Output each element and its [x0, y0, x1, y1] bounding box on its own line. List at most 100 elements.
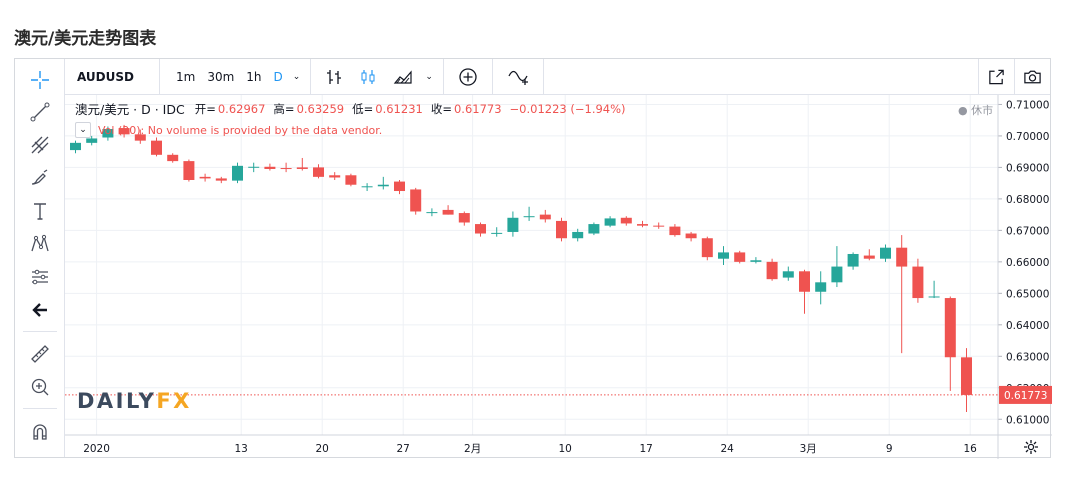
sidebar-divider: [23, 331, 57, 332]
brush-icon[interactable]: [15, 163, 65, 193]
x-tick-label: 9: [886, 443, 893, 455]
candle-body: [766, 261, 778, 280]
last-price-label-bg: [999, 385, 1052, 404]
legend-open-label: 开=: [194, 101, 216, 116]
zoom-in-icon[interactable]: [15, 372, 65, 402]
candle-body: [215, 178, 227, 181]
fullscreen-icon[interactable]: [978, 59, 1014, 94]
chevron-down-icon[interactable]: ⌄: [425, 71, 433, 82]
camera-icon[interactable]: [1014, 59, 1050, 94]
candle-body: [750, 260, 762, 262]
candle-body: [863, 255, 875, 259]
legend-low: 0.61231: [375, 101, 423, 116]
candle-body: [313, 167, 324, 177]
interval-1h[interactable]: 1h: [246, 69, 262, 84]
candle-body: [944, 298, 956, 358]
candle-body: [669, 226, 681, 236]
y-tick-label: 0.63000: [1006, 351, 1049, 363]
bar-type-icon[interactable]: [317, 59, 351, 94]
candle-body: [782, 271, 794, 278]
gear-icon[interactable]: [1012, 437, 1050, 457]
candle-body: [718, 252, 729, 259]
candle-body: [539, 214, 551, 220]
legend-close: 0.61773: [453, 101, 502, 116]
candle-body: [831, 266, 843, 283]
candle-body: [280, 168, 292, 170]
chart-canvas[interactable]: 0.71000 0.70000 0.69000 0.68000 0.67000 0.660…: [15, 59, 1052, 459]
y-tick-label: 0.64000: [1006, 320, 1049, 332]
candle-body: [961, 357, 972, 395]
candle-body: [912, 266, 924, 299]
crosshair-icon[interactable]: [15, 65, 65, 95]
ruler-icon[interactable]: [15, 339, 65, 369]
chart-widget: 0.71000 0.70000 0.69000 0.68000 0.67000 0.660…: [14, 58, 1052, 459]
candle-body: [183, 161, 195, 180]
candle-body: [734, 252, 746, 262]
y-tick-label: 0.66000: [1006, 257, 1049, 269]
legend-low-label: 低=: [352, 101, 374, 116]
candle-body: [556, 220, 567, 239]
candle-body: [604, 218, 616, 226]
candle-body: [896, 247, 908, 267]
candle-body: [199, 176, 211, 179]
page-title: 澳元/美元走势图表: [14, 29, 157, 49]
sidebar-divider: [23, 408, 57, 409]
candle-body: [523, 216, 535, 218]
candle-body: [232, 165, 243, 181]
toolbar-divider: [491, 59, 493, 94]
y-tick-label: 0.70000: [1006, 131, 1049, 143]
drawing-toolbar: [15, 59, 65, 457]
candle-body: [167, 154, 179, 162]
trendline-icon[interactable]: [15, 97, 65, 127]
candle-body: [151, 140, 162, 155]
candle-body: [296, 167, 308, 169]
candle-body: [394, 181, 405, 192]
candle-body: [880, 247, 891, 259]
candle-body: [701, 238, 713, 258]
candle-body: [442, 209, 454, 215]
market-status: ● 休市: [958, 104, 994, 117]
x-tick-label: 20: [316, 443, 329, 455]
interval-1m[interactable]: 1m: [176, 69, 196, 84]
y-tick-label: 0.61000: [1006, 414, 1049, 426]
candles-icon[interactable]: [351, 59, 385, 94]
measure-lines-icon[interactable]: [15, 262, 65, 292]
back-arrow-icon[interactable]: [15, 295, 65, 325]
candle-body: [426, 212, 438, 214]
candle-body: [134, 134, 146, 141]
x-tick-label: 24: [721, 443, 735, 455]
magnet-icon[interactable]: [15, 417, 65, 447]
volume-note: Vol (20): No volume is provided by the d…: [98, 123, 383, 137]
chevron-down-icon[interactable]: ⌄: [75, 122, 91, 138]
compare-icon[interactable]: [499, 59, 537, 94]
candle-body: [507, 217, 519, 232]
chart-toolbar: AUDUSD 1m 30m 1h D ⌄ ⌄: [65, 59, 1050, 95]
interval-30m[interactable]: 30m: [207, 69, 235, 84]
add-circle-icon[interactable]: [450, 59, 486, 94]
y-tick-label: 0.71000: [1006, 99, 1049, 111]
toolbar-divider: [542, 59, 544, 94]
candle-body: [345, 175, 357, 185]
x-tick-label: 2020: [83, 443, 110, 455]
x-tick-label: 10: [559, 443, 572, 455]
candle-body: [475, 224, 486, 234]
candle-body: [118, 128, 130, 135]
volume-legend: ⌄ Vol (20): No volume is provided by the…: [75, 122, 382, 138]
candle-body: [70, 142, 81, 151]
chevron-down-icon[interactable]: ⌄: [292, 71, 301, 82]
text-icon[interactable]: [15, 196, 65, 226]
interval-d[interactable]: D: [273, 69, 283, 84]
candle-body: [815, 282, 827, 292]
toolbar-divider: [310, 59, 312, 94]
pattern-icon[interactable]: [15, 229, 65, 259]
candle-body: [458, 213, 470, 223]
x-tick-label: 2月: [464, 443, 481, 455]
area-icon[interactable]: [385, 59, 421, 94]
dailyfx-logo: DAILYFX: [77, 389, 192, 413]
candle-body: [264, 166, 276, 169]
pitchfork-icon[interactable]: [15, 130, 65, 160]
symbol-search[interactable]: AUDUSD: [65, 59, 160, 94]
candle-body: [572, 231, 584, 239]
legend-symbol: 澳元/美元 · D · IDC: [75, 102, 185, 117]
candle-body: [377, 184, 389, 187]
